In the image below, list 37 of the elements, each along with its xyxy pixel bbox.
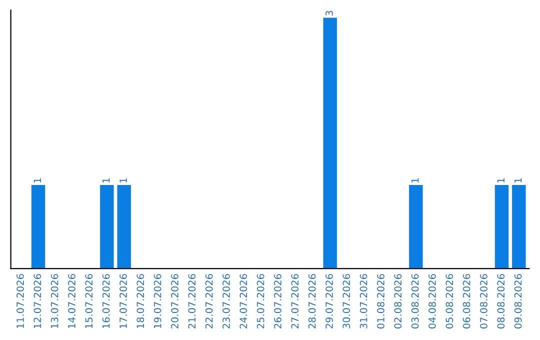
x-tick-label: 07.08.2026 [480, 274, 488, 328]
data-label: 1 [514, 178, 522, 183]
x-tick-label: 14.07.2026 [68, 274, 76, 328]
x-tick-label: 25.07.2026 [256, 274, 264, 328]
data-label: 1 [102, 178, 110, 183]
x-tick-label: 06.08.2026 [462, 274, 470, 328]
x-tick-label: 09.08.2026 [514, 274, 522, 328]
x-tick-label: 20.07.2026 [171, 274, 178, 328]
x-tick-label: 18.07.2026 [136, 274, 144, 328]
x-tick-label: 30.07.2026 [342, 274, 350, 328]
x-tick-label: 19.07.2026 [154, 274, 162, 328]
x-tick-label: 01.08.2026 [377, 274, 384, 328]
data-label: 1 [497, 178, 504, 183]
data-label: 1 [120, 178, 127, 183]
x-tick-label: 08.08.2026 [497, 274, 505, 328]
x-tick-label: 23.07.2026 [222, 274, 230, 328]
x-tick-label: 02.08.2026 [394, 274, 402, 328]
x-tick-label: 16.07.2026 [102, 274, 110, 328]
x-tick-label: 24.07.2026 [240, 274, 248, 328]
x-tick-label: 11.07.2026 [16, 274, 24, 328]
x-tick-label: 28.07.2026 [308, 274, 316, 328]
x-tick-label: 17.07.2026 [120, 274, 127, 328]
data-label: 1 [412, 178, 419, 183]
x-tick-label: 31.07.2026 [360, 274, 368, 328]
x-tick-label: 05.08.2026 [446, 274, 454, 328]
x-tick-label: 22.07.2026 [205, 274, 213, 328]
x-tick-label: 15.07.2026 [85, 274, 93, 328]
data-label: 3 [326, 10, 333, 16]
x-tick-label: 26.07.2026 [274, 274, 282, 328]
x-tick-label: 03.08.2026 [411, 274, 419, 328]
x-tick-label: 13.07.2026 [50, 274, 58, 328]
x-tick-label: 12.07.2026 [34, 274, 42, 328]
x-tick-label: 04.08.2026 [428, 274, 436, 328]
x-tick-label: 27.07.2026 [291, 274, 299, 328]
data-label: 1 [34, 178, 41, 183]
x-tick-label: 29.07.2026 [326, 274, 333, 328]
x-tick-label: 21.07.2026 [188, 274, 196, 328]
